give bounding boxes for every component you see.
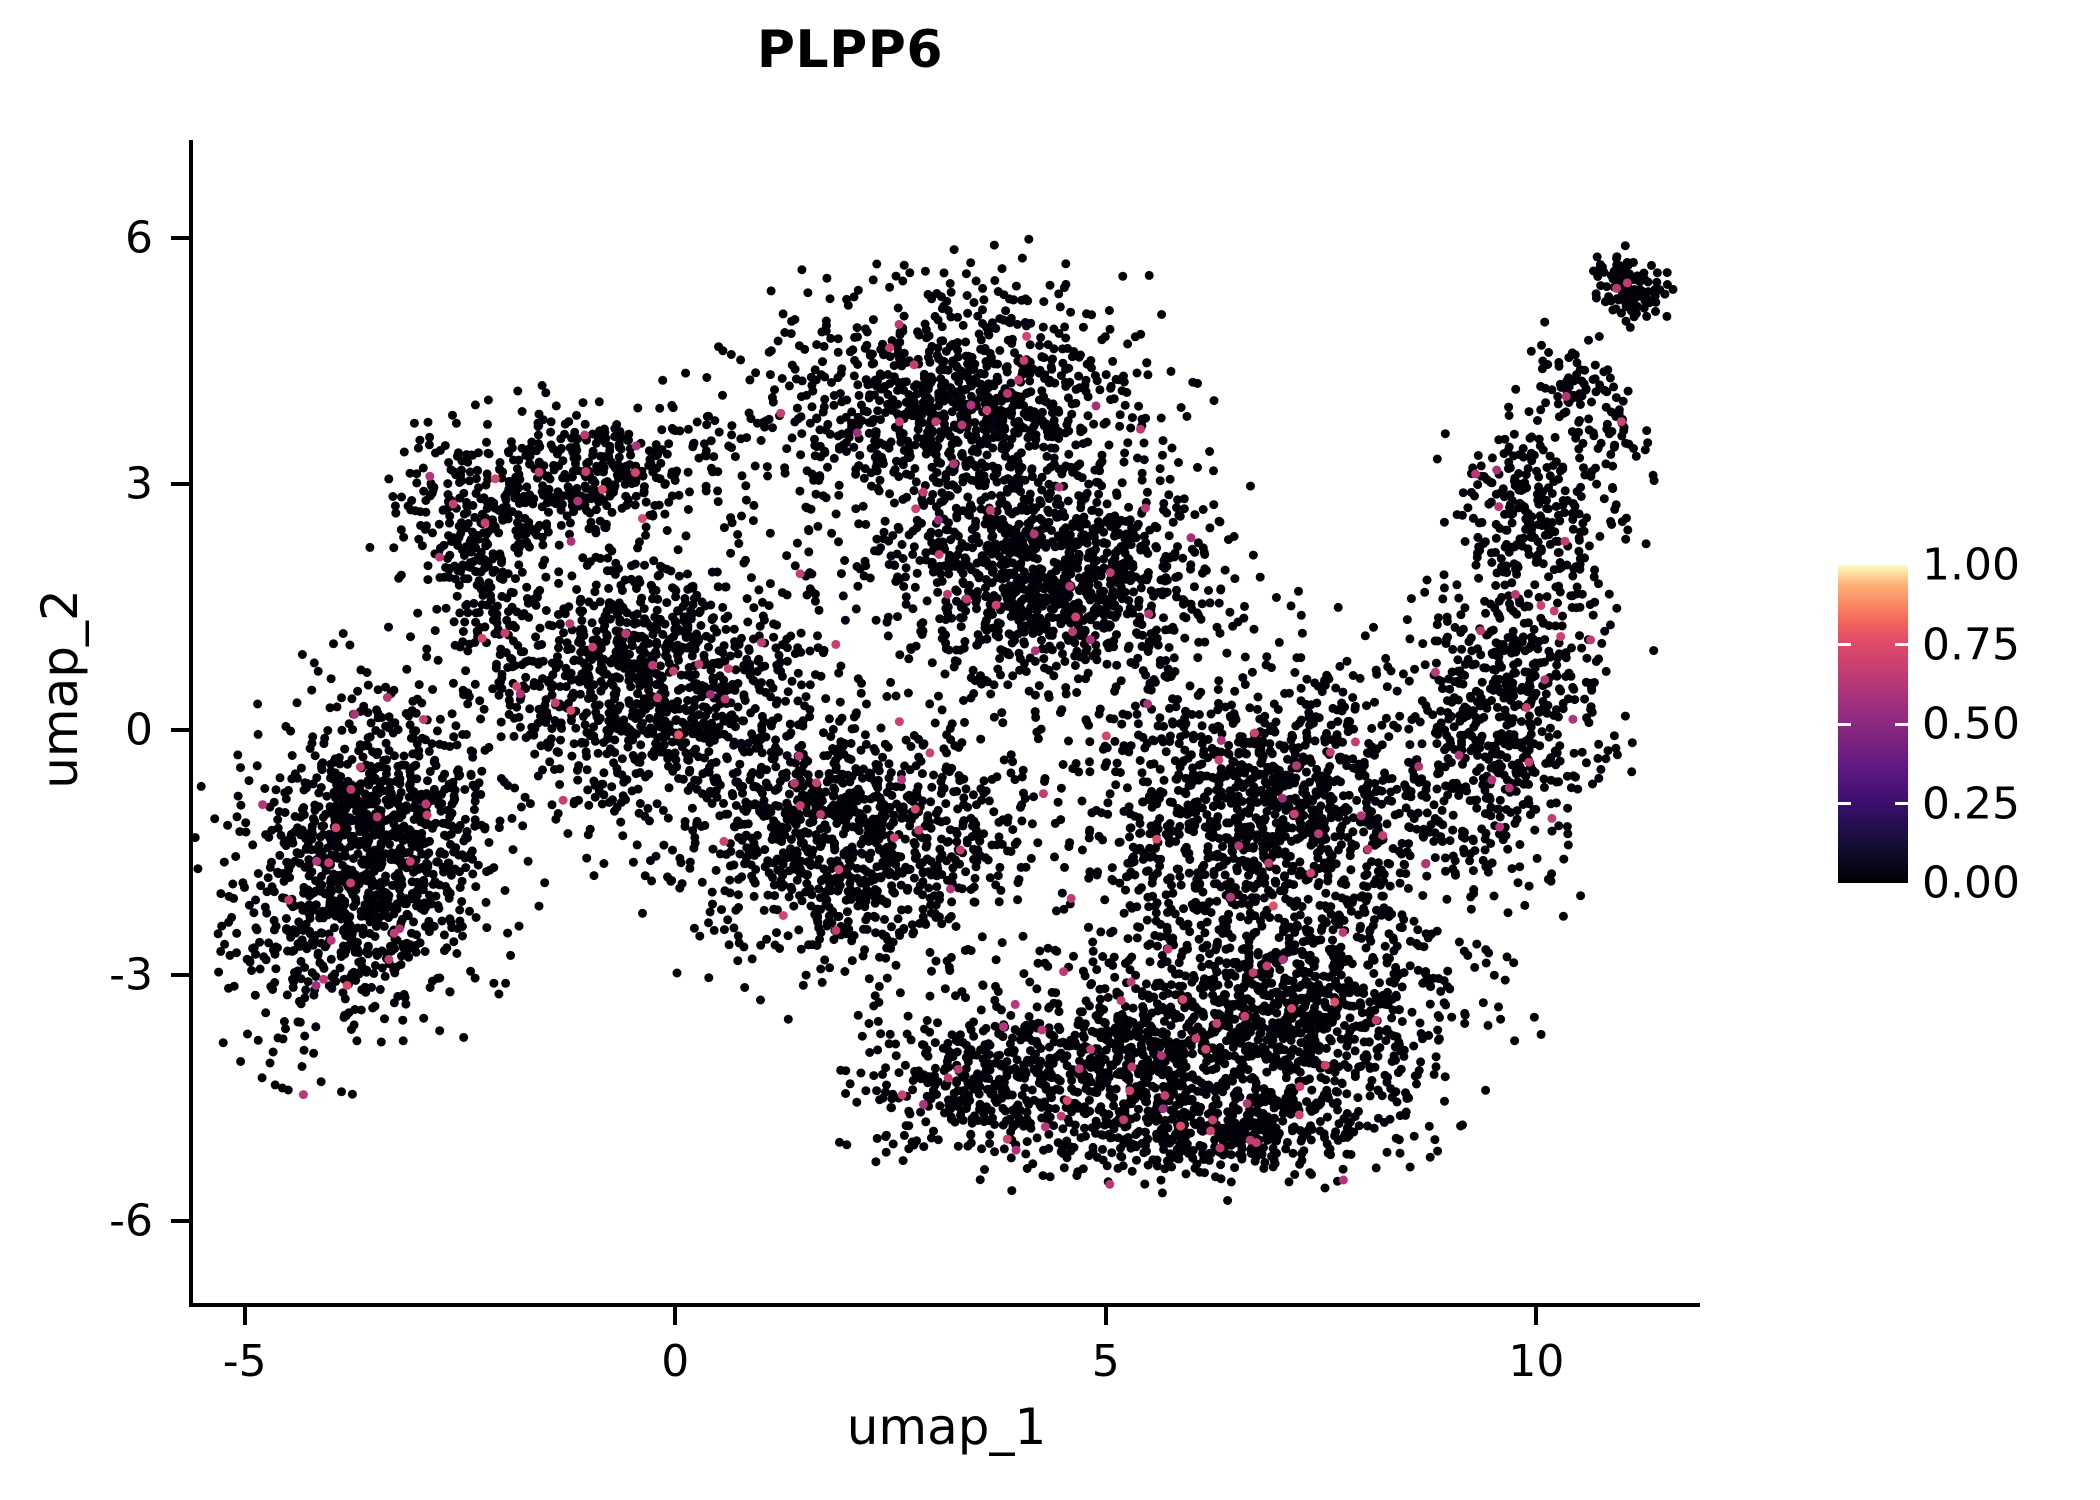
y-tick-mark bbox=[171, 481, 189, 486]
y-tick-label: -6 bbox=[109, 1195, 153, 1247]
plot-axes: 6 3 0 -3 -6 -5 0 5 10 bbox=[109, 140, 1700, 1387]
y-tick-mark bbox=[171, 727, 189, 732]
x-tick-mark bbox=[242, 1307, 247, 1325]
y-tick-mark bbox=[171, 973, 189, 978]
page-title: PLPP6 bbox=[756, 20, 944, 80]
colorbar-tick-mark bbox=[1838, 643, 1851, 646]
x-tick-label: 0 bbox=[661, 1336, 690, 1387]
x-tick-mark bbox=[1534, 1307, 1539, 1325]
y-tick-label: 6 bbox=[125, 212, 153, 264]
x-tick-mark bbox=[1103, 1307, 1108, 1325]
colorbar-tick-label: 0.25 bbox=[1922, 778, 2020, 829]
y-axis-label: umap_2 bbox=[31, 589, 89, 789]
axis-spine-bottom bbox=[189, 1303, 1700, 1307]
colorbar-tick-mark bbox=[1838, 722, 1851, 726]
x-tick-label: -5 bbox=[222, 1336, 267, 1387]
colorbar-tick-mark bbox=[1838, 802, 1851, 805]
x-axis-label: umap_1 bbox=[846, 1398, 1047, 1456]
colorbar: 1.00 0.75 0.50 0.25 0.00 bbox=[1838, 540, 2078, 909]
scatter-points-layer bbox=[193, 234, 1678, 1205]
x-tick-label: 5 bbox=[1091, 1336, 1120, 1387]
colorbar-tick-label: 0.75 bbox=[1922, 619, 2020, 670]
colorbar-tick-label: 1.00 bbox=[1922, 539, 2020, 591]
y-tick-label: 3 bbox=[125, 458, 153, 510]
y-tick-mark bbox=[171, 236, 189, 241]
x-tick-label: 10 bbox=[1508, 1336, 1565, 1387]
colorbar-tick-label: 0.00 bbox=[1922, 857, 2020, 909]
colorbar-tick-mark bbox=[1895, 643, 1908, 646]
colorbar-tick-mark bbox=[1895, 722, 1908, 726]
axis-spine-left bbox=[189, 140, 193, 1303]
x-tick-mark bbox=[673, 1307, 678, 1325]
y-tick-label: 0 bbox=[125, 704, 153, 756]
y-tick-mark bbox=[171, 1219, 189, 1224]
y-tick-label: -3 bbox=[109, 949, 153, 1001]
colorbar-tick-label: 0.50 bbox=[1922, 698, 2020, 750]
colorbar-tick-mark bbox=[1895, 802, 1908, 805]
